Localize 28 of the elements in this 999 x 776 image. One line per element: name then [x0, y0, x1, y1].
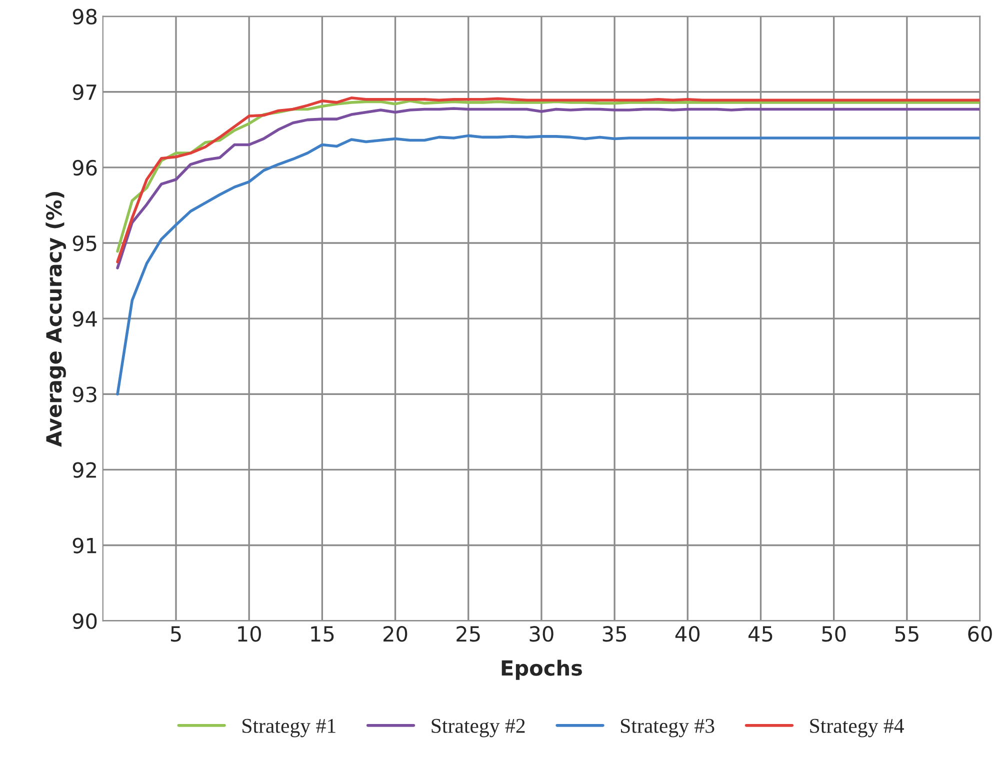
- x-tick-label: 55: [895, 626, 918, 642]
- x-tick-label: 50: [822, 626, 846, 642]
- x-tick-label: 5: [170, 626, 181, 642]
- y-tick-label: 90: [72, 613, 97, 630]
- legend-label: Strategy #1: [242, 718, 336, 738]
- y-tick-label: 91: [72, 538, 96, 554]
- y-tick-label: 97: [72, 84, 96, 100]
- y-axis-title: Average Accuracy (%): [46, 192, 66, 447]
- legend-label: Strategy #2: [432, 718, 525, 738]
- x-tick-label: 35: [602, 626, 626, 642]
- line-series: [116, 134, 980, 396]
- x-tick-label: 15: [311, 626, 334, 642]
- legend-label: Strategy #3: [620, 718, 714, 738]
- x-tick-label: 25: [456, 626, 480, 642]
- y-tick-label: 95: [72, 235, 96, 252]
- x-tick-label: 10: [238, 626, 261, 642]
- x-tick-label: 20: [384, 626, 408, 642]
- x-tick-label: 60: [968, 626, 992, 642]
- y-tick-label: 92: [72, 462, 96, 478]
- y-tick-label: 98: [72, 8, 97, 25]
- y-tick-label: 93: [72, 386, 96, 402]
- x-tick-label: 45: [748, 626, 772, 642]
- x-tick-label: 30: [530, 626, 554, 642]
- legend-label: Strategy #4: [810, 718, 904, 738]
- y-tick-label: 94: [72, 311, 97, 327]
- x-axis-title: Epochs: [502, 660, 582, 680]
- x-tick-label: 40: [675, 626, 700, 642]
- y-tick-label: 96: [72, 160, 97, 176]
